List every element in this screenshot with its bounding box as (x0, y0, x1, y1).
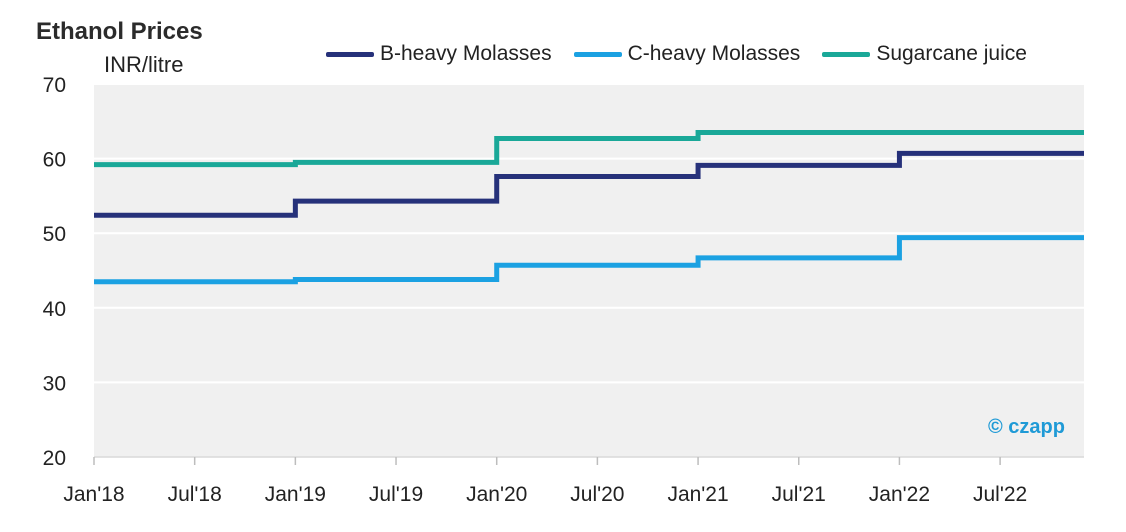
x-axis-ticks: Jan'18 Jul'18 Jan'19 Jul'19 Jan'20 Jul'20 Jan'… (63, 457, 1027, 506)
y-tick-label: 50 (43, 223, 66, 246)
y-tick-label: 40 (43, 298, 66, 321)
legend-item-sugarcane: Sugarcane juice (822, 42, 1027, 66)
legend-label-b-heavy: B-heavy Molasses (380, 42, 552, 65)
legend-swatch-sugarcane (822, 51, 871, 57)
x-tick-label: Jul'21 (772, 483, 826, 506)
x-tick-label: Jul'22 (973, 483, 1027, 506)
x-tick-label: Jan'21 (667, 483, 728, 506)
legend-swatch-b-heavy (326, 51, 374, 57)
x-tick-label: Jul'19 (369, 483, 423, 506)
x-tick-label: Jan'18 (63, 483, 124, 506)
series-lines (94, 129, 1084, 285)
legend-item-b-heavy: B-heavy Molasses (326, 42, 552, 66)
chart-title: Ethanol Prices (36, 18, 203, 45)
legend-item-c-heavy: C-heavy Molasses (573, 42, 801, 66)
x-tick-label: Jan'22 (869, 483, 930, 506)
plot-background (94, 84, 1084, 457)
x-tick-label: Jul'20 (570, 483, 624, 506)
legend-label-c-heavy: C-heavy Molasses (627, 42, 801, 65)
gridlines (94, 83, 1084, 458)
y-tick-label: 30 (43, 372, 66, 395)
x-tick-label: Jan'20 (466, 483, 527, 506)
series-line-1 (94, 235, 1084, 285)
y-axis-ticks: 20 30 40 50 60 70 (43, 74, 66, 470)
y-tick-label: 60 (43, 149, 66, 172)
series-line-2 (94, 129, 1084, 168)
legend-label-sugarcane: Sugarcane juice (876, 42, 1027, 65)
legend: B-heavy Molasses C-heavy Molasses Sugarc… (326, 42, 1049, 66)
czapp-watermark: © czapp (988, 416, 1065, 438)
x-tick-label: Jan'19 (265, 483, 326, 506)
y-tick-label: 70 (43, 74, 66, 97)
legend-swatch-c-heavy (573, 51, 622, 57)
series-line-0 (94, 150, 1084, 218)
y-tick-label: 20 (43, 447, 66, 470)
x-tick-label: Jul'18 (168, 483, 222, 506)
y-axis-unit: INR/litre (104, 52, 184, 77)
